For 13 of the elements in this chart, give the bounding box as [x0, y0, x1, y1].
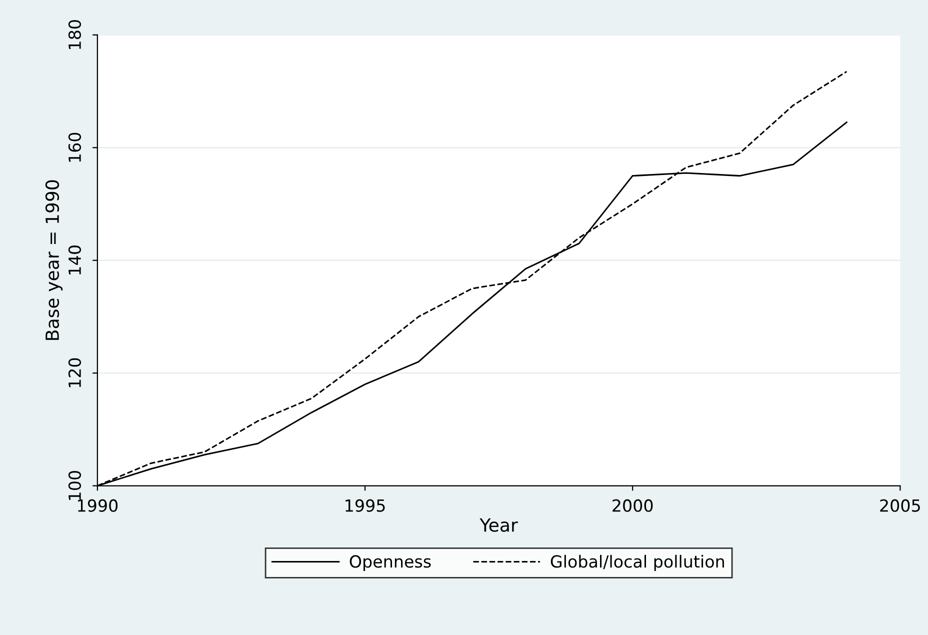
x-tick-label: 1995 [346, 499, 385, 512]
legend-label: Global/local pollution [550, 554, 724, 572]
x-axis-title: Year [480, 518, 518, 532]
y-tick-label: 160 [68, 132, 82, 162]
x-tick-label: 1990 [78, 499, 118, 512]
y-tick-label: 140 [68, 246, 82, 274]
y-tick-label: 100 [68, 470, 82, 500]
y-tick-label: 180 [68, 20, 82, 49]
x-tick-label: 2000 [612, 499, 653, 512]
legend-label: Openness [350, 555, 431, 572]
y-tick-label: 120 [68, 358, 82, 388]
y-axis-title: Base year = 1990 [45, 180, 63, 340]
x-tick-label: 2005 [880, 499, 920, 512]
